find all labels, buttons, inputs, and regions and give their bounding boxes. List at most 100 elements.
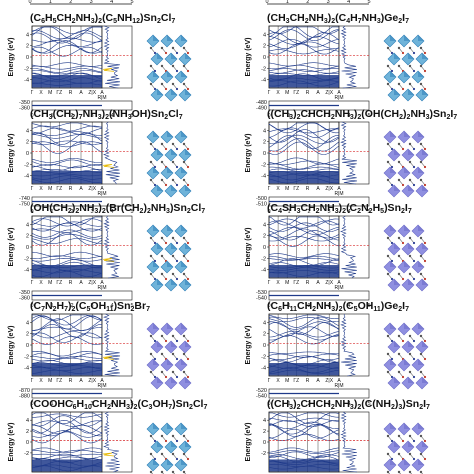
k-point-label: A	[316, 186, 320, 192]
deep-level-tick: -540	[256, 296, 267, 302]
dos-curve	[340, 411, 358, 473]
panel-title: (C7N2H7)2(C5OH11)Sn2Br7	[30, 300, 150, 313]
x-tick-label: 0	[267, 209, 270, 215]
y-tick-label: 2	[26, 429, 29, 435]
y-axis-label: Energy (eV)	[245, 38, 252, 77]
panel-title: ((CH3)2CHCH2NH3)2(OH(CH2)2NH3)Sn2I7	[267, 108, 457, 121]
y-tick-label: 4	[263, 32, 266, 38]
x-tick-label: 5	[130, 303, 133, 309]
y-tick-label: 4	[263, 128, 266, 134]
y-tick-label: 0	[26, 440, 29, 446]
k-point-label: Z|X	[88, 280, 96, 286]
x-tick-label: 1	[287, 113, 290, 119]
k-point-label: A	[79, 378, 83, 384]
y-tick-label: -4	[261, 174, 266, 180]
k-point-label: A	[79, 90, 83, 96]
band-structure-panel: (CH3(CH2)7NH3)2(NH3OH)Sn2Cl7420-2-4Energ…	[8, 108, 192, 215]
top-axis-tick: 2	[69, 0, 72, 5]
deep-level-tick: -530	[256, 290, 267, 296]
x-tick-label: 4	[110, 303, 113, 309]
x-tick-label: 0	[30, 209, 33, 215]
top-axis-tick: 1	[49, 0, 52, 5]
x-tick-label: 4	[347, 209, 350, 215]
y-tick-label: -2	[24, 354, 29, 360]
dos-curve	[103, 25, 121, 89]
y-tick-label: 0	[263, 151, 266, 157]
top-axis-tick: 3	[90, 0, 93, 5]
crystal-structure	[383, 34, 429, 102]
y-tick-label: -4	[261, 268, 266, 274]
k-point-label: ΓZ	[56, 378, 62, 384]
deep-level-tick: -750	[19, 202, 30, 208]
k-point-label: X	[39, 90, 43, 96]
dense-band-region	[32, 75, 102, 88]
k-point-label: X	[39, 186, 43, 192]
deep-level-tick: -500	[256, 196, 267, 202]
dos-curve	[103, 121, 121, 185]
dense-band-region	[269, 171, 339, 184]
y-tick-label: -2	[24, 256, 29, 262]
k-point-sublabel: R|M	[97, 383, 106, 389]
band-structure-panel: (CH3CH2NH3)2(C4H7NH3)Ge2I7 4 2 0 -2 -4 Energy …	[245, 12, 429, 119]
k-point-label: M	[48, 280, 52, 286]
x-tick-label: 4	[110, 401, 113, 407]
k-point-label: M	[48, 90, 52, 96]
y-axis-label: Energy (eV)	[8, 326, 15, 365]
k-point-label: M	[48, 186, 52, 192]
deep-level-tick: -360	[19, 296, 30, 302]
deep-level-tick: -740	[19, 196, 30, 202]
k-point-label: M	[285, 280, 289, 286]
k-point-label: X	[39, 378, 43, 384]
x-tick-label: 4	[347, 113, 350, 119]
dos-curve	[340, 25, 357, 89]
x-tick-label: 0	[267, 303, 270, 309]
top-axis-tick: 0	[28, 0, 31, 5]
x-tick-label: 2	[307, 401, 310, 407]
k-point-label: ΓZ	[56, 280, 62, 286]
x-tick-label: 2	[70, 113, 73, 119]
deep-level-tick: -520	[256, 388, 267, 394]
y-tick-label: -2	[261, 451, 266, 457]
k-point-label: Γ	[268, 90, 271, 96]
panel-title: (C4SH3CH2NH3)2(C2N2H5)Sn2I7	[267, 202, 412, 215]
x-tick-label: 3	[90, 303, 93, 309]
k-point-label: ΓZ	[56, 90, 62, 96]
x-tick-label: 3	[327, 209, 330, 215]
y-axis-label: Energy (eV)	[8, 423, 15, 462]
k-point-label: ΓZ	[293, 378, 299, 384]
y-tick-label: -4	[24, 78, 29, 84]
x-tick-label: 0	[30, 303, 33, 309]
k-point-label: R	[69, 186, 73, 192]
y-tick-label: 2	[263, 140, 266, 146]
k-point-label: R	[306, 378, 310, 384]
x-tick-label: 3	[327, 303, 330, 309]
k-point-label: Γ	[268, 378, 271, 384]
k-point-label: R	[69, 90, 73, 96]
y-tick-label: -2	[261, 354, 266, 360]
top-axis-tick: 1	[286, 0, 289, 5]
k-point-label: X	[276, 90, 280, 96]
dos-highlight	[102, 258, 115, 262]
y-tick-label: 4	[26, 418, 29, 424]
y-tick-label: 4	[26, 222, 29, 228]
deep-level-tick: -350	[19, 290, 30, 296]
y-axis-label: Energy (eV)	[245, 326, 252, 365]
x-tick-label: 2	[70, 209, 73, 215]
k-point-label: A	[100, 90, 104, 96]
deep-level-tick: -540	[256, 394, 267, 400]
k-point-label: A	[100, 186, 104, 192]
k-point-label: Γ	[31, 90, 34, 96]
y-tick-label: 0	[263, 55, 266, 61]
band-structure-panel: (C6H11CH2NH3)2(C5OH11)Ge2I7420-2-4Energy…	[245, 300, 429, 407]
y-tick-label: 4	[26, 128, 29, 134]
y-tick-label: 4	[263, 222, 266, 228]
dos-curve	[340, 314, 357, 377]
k-point-label: A	[100, 378, 104, 384]
panel-title: (CH3(CH2)7NH3)2(NH3OH)Sn2Cl7	[30, 108, 183, 121]
x-tick-label: 1	[50, 113, 53, 119]
y-tick-label: 2	[263, 234, 266, 240]
k-point-sublabel: R|M	[334, 191, 343, 197]
x-tick-label: 0	[30, 401, 33, 407]
y-tick-label: 4	[263, 320, 266, 326]
